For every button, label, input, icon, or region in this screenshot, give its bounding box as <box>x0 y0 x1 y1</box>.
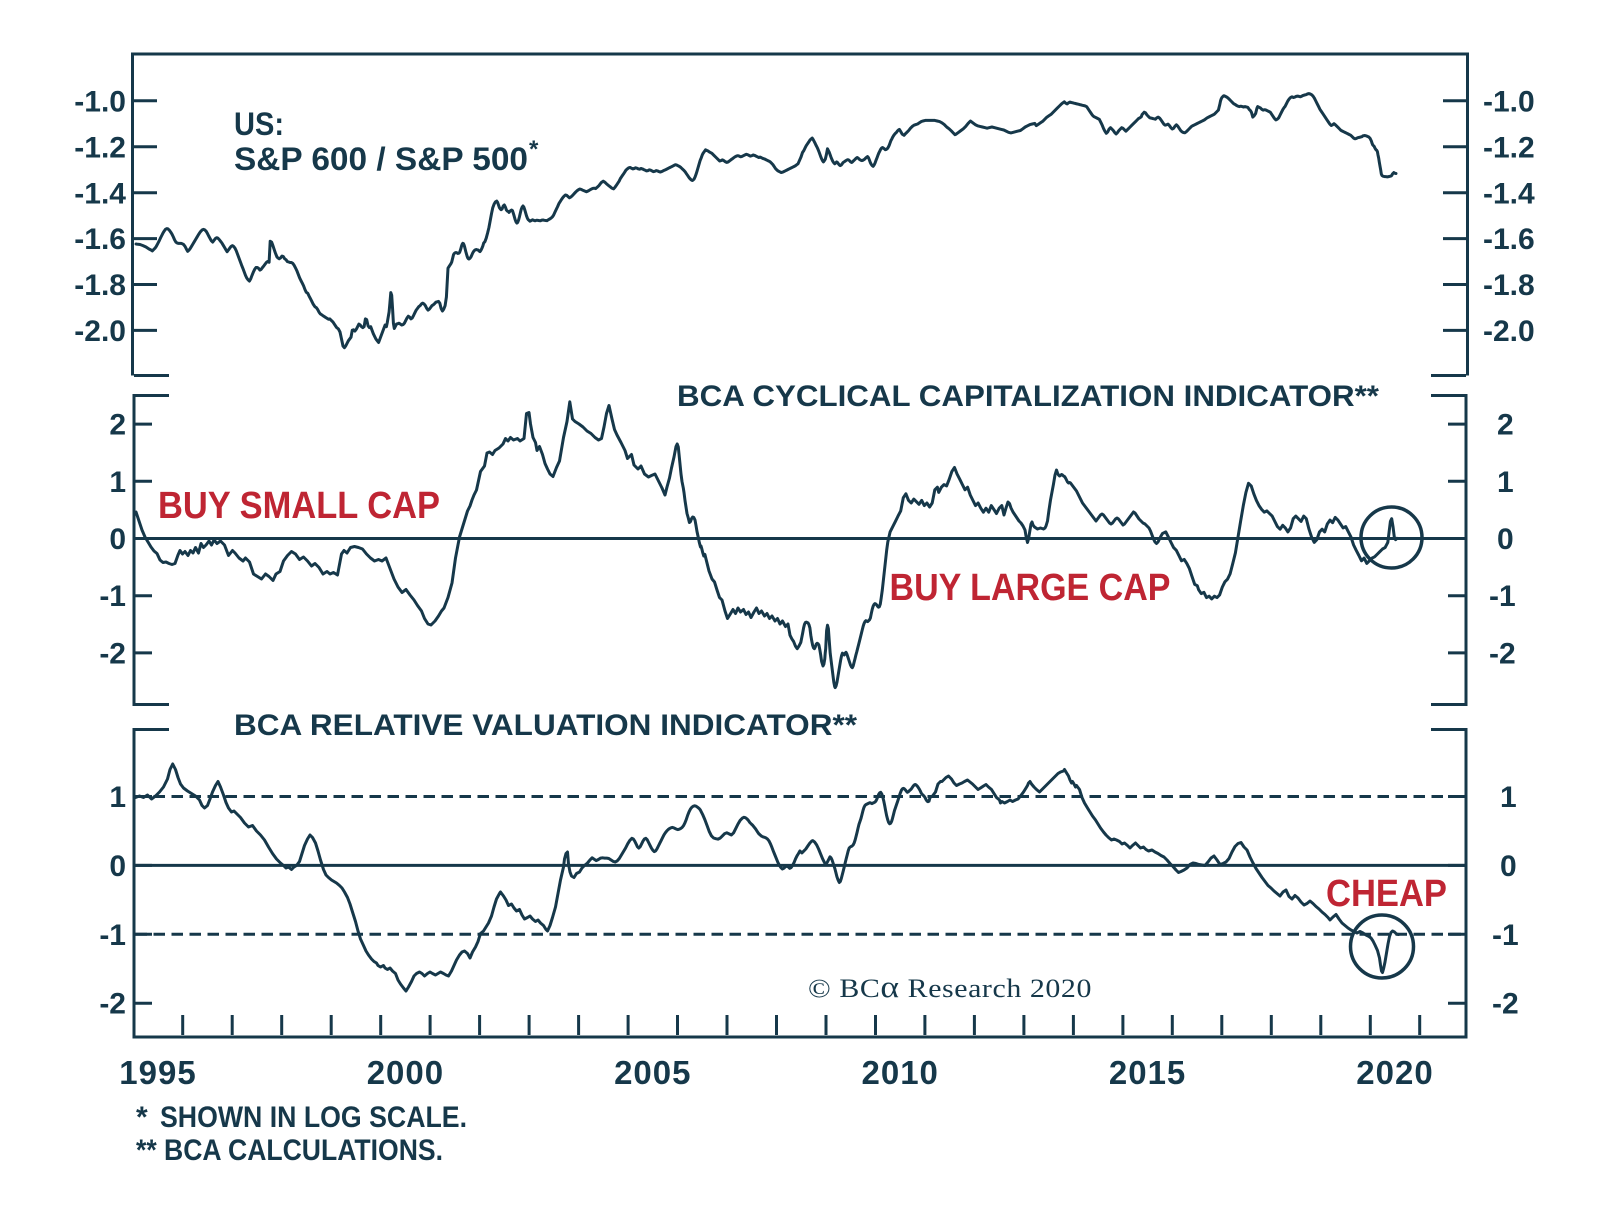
svg-text:-1.6: -1.6 <box>1483 223 1535 256</box>
svg-text:2: 2 <box>1497 409 1514 442</box>
svg-text:1: 1 <box>1500 781 1517 814</box>
svg-text:-1: -1 <box>99 919 126 952</box>
svg-text:CHEAP: CHEAP <box>1326 873 1447 915</box>
svg-text:1: 1 <box>1497 466 1514 499</box>
svg-text:-1: -1 <box>1492 919 1519 952</box>
svg-text:SHOWN IN LOG SCALE.: SHOWN IN LOG SCALE. <box>160 1101 467 1134</box>
svg-text:US:: US: <box>234 106 284 142</box>
svg-text:© BCα Research 2020: © BC α Research 2020 <box>808 969 1092 1004</box>
svg-text:BCA CYCLICAL CAPITALIZATION IN: BCA CYCLICAL CAPITALIZATION INDICATOR** <box>677 380 1379 413</box>
svg-text:2005: 2005 <box>614 1054 691 1091</box>
svg-text:-1.0: -1.0 <box>74 85 126 118</box>
svg-text:*: * <box>136 1101 148 1134</box>
svg-text:-1.4: -1.4 <box>74 177 126 210</box>
svg-text:0: 0 <box>1500 850 1517 883</box>
svg-text:-1: -1 <box>99 580 126 613</box>
svg-text:1: 1 <box>109 781 126 814</box>
svg-text:2015: 2015 <box>1109 1054 1186 1091</box>
svg-text:-2: -2 <box>1492 988 1519 1021</box>
svg-text:-1.0: -1.0 <box>1483 85 1535 118</box>
svg-text:-2: -2 <box>99 637 126 670</box>
svg-text:S&P 600 / S&P 500: S&P 600 / S&P 500 <box>234 141 528 177</box>
svg-text:2020: 2020 <box>1356 1054 1433 1091</box>
svg-text:-1.6: -1.6 <box>74 223 126 256</box>
svg-text:-1.2: -1.2 <box>74 131 126 164</box>
svg-text:*: * <box>529 136 539 163</box>
svg-text:-2.0: -2.0 <box>74 315 126 348</box>
svg-text:2010: 2010 <box>861 1054 938 1091</box>
svg-text:1: 1 <box>109 466 126 499</box>
svg-text:BCA RELATIVE VALUATION INDICAT: BCA RELATIVE VALUATION INDICATOR** <box>234 709 857 742</box>
svg-text:-1.4: -1.4 <box>1483 177 1535 210</box>
svg-text:2: 2 <box>109 409 126 442</box>
svg-text:-2.0: -2.0 <box>1483 315 1535 348</box>
svg-text:0: 0 <box>109 523 126 556</box>
svg-text:-1: -1 <box>1489 580 1516 613</box>
svg-text:BUY LARGE CAP: BUY LARGE CAP <box>890 567 1171 609</box>
svg-text:-1.8: -1.8 <box>74 269 126 302</box>
svg-text:0: 0 <box>1497 523 1514 556</box>
svg-text:-2: -2 <box>99 988 126 1021</box>
svg-text:-1.8: -1.8 <box>1483 269 1535 302</box>
svg-text:-1.2: -1.2 <box>1483 131 1535 164</box>
svg-text:2000: 2000 <box>367 1054 444 1091</box>
svg-text:-2: -2 <box>1489 637 1516 670</box>
svg-text:0: 0 <box>109 850 126 883</box>
svg-text:** BCA CALCULATIONS.: ** BCA CALCULATIONS. <box>136 1134 443 1167</box>
svg-text:BUY SMALL CAP: BUY SMALL CAP <box>158 485 440 527</box>
svg-text:1995: 1995 <box>119 1054 196 1091</box>
